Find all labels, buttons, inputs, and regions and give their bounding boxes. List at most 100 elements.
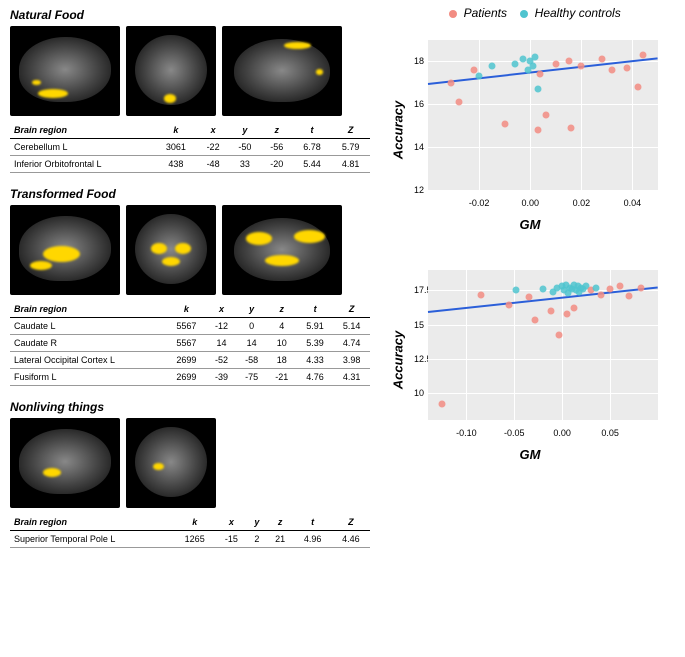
data-point — [534, 127, 541, 134]
col-header: y — [237, 301, 267, 318]
cell: 21 — [267, 531, 294, 548]
brain-slice-cor — [126, 418, 216, 508]
xtick: 0.00 — [553, 428, 571, 438]
cell: 1265 — [174, 531, 216, 548]
data-point — [592, 284, 599, 291]
data-point — [488, 62, 495, 69]
xtick: -0.02 — [469, 198, 490, 208]
results-table: Brain regionkxyztZCaudate L5567-12045.91… — [10, 301, 370, 386]
cell: 3.98 — [333, 352, 370, 369]
data-point — [578, 62, 585, 69]
cell: -50 — [229, 139, 261, 156]
col-header: t — [297, 301, 334, 318]
ytick: 10 — [414, 388, 424, 398]
cell: -56 — [261, 139, 293, 156]
activation-blob — [38, 89, 69, 98]
col-header: Brain region — [10, 514, 174, 531]
cell: 33 — [229, 156, 261, 173]
table-row: Fusiform L2699-39-75-214.764.31 — [10, 369, 370, 386]
cell: 6.78 — [293, 139, 332, 156]
data-point — [477, 291, 484, 298]
activation-blob — [151, 243, 167, 254]
col-header: x — [197, 122, 229, 139]
xtick: 0.05 — [601, 428, 619, 438]
data-point — [598, 56, 605, 63]
xtick: 0.02 — [573, 198, 591, 208]
cell: -52 — [206, 352, 236, 369]
cell: -58 — [237, 352, 267, 369]
cell: 5567 — [166, 318, 206, 335]
cell: 4.46 — [332, 531, 370, 548]
data-point — [626, 292, 633, 299]
brain-slice-axial — [222, 205, 342, 295]
col-header: Z — [333, 301, 370, 318]
x-axis-label: GM — [520, 217, 541, 232]
data-point — [624, 64, 631, 71]
cell: Caudate R — [10, 335, 166, 352]
brain-row — [10, 26, 370, 116]
cell: 4 — [267, 318, 297, 335]
xtick: -0.10 — [456, 428, 477, 438]
data-point — [556, 332, 563, 339]
data-point — [519, 56, 526, 63]
cell: 2699 — [166, 352, 206, 369]
col-header: y — [229, 122, 261, 139]
cell: 5.91 — [297, 318, 334, 335]
data-point — [501, 120, 508, 127]
cell: Caudate L — [10, 318, 166, 335]
brain-slice-sag — [10, 205, 120, 295]
xtick: 0.00 — [521, 198, 539, 208]
ytick: 12 — [414, 185, 424, 195]
section-title: Transformed Food — [10, 187, 370, 201]
col-header: z — [267, 514, 294, 531]
cell: Superior Temporal Pole L — [10, 531, 174, 548]
cell: Inferior Orbitofrontal L — [10, 156, 155, 173]
cell: 5.14 — [333, 318, 370, 335]
activation-blob — [43, 468, 61, 477]
cell: 4.96 — [294, 531, 332, 548]
data-point — [455, 99, 462, 106]
activation-blob — [43, 246, 80, 262]
data-point — [565, 58, 572, 65]
activation-blob — [316, 69, 323, 74]
cell: 4.74 — [333, 335, 370, 352]
cell: 2699 — [166, 369, 206, 386]
col-header: k — [155, 122, 197, 139]
legend-dot-controls — [520, 10, 528, 18]
table-row: Superior Temporal Pole L1265-152214.964.… — [10, 531, 370, 548]
data-point — [529, 62, 536, 69]
col-header: Z — [331, 122, 370, 139]
cell: 5.79 — [331, 139, 370, 156]
col-header: Brain region — [10, 122, 155, 139]
data-point — [439, 400, 446, 407]
ytick: 18 — [414, 56, 424, 66]
legend-dot-patients — [449, 10, 457, 18]
data-point — [547, 307, 554, 314]
cell: 18 — [267, 352, 297, 369]
col-header: Brain region — [10, 301, 166, 318]
data-point — [506, 302, 513, 309]
cell: 4.81 — [331, 156, 370, 173]
results-table: Brain regionkxyztZCerebellum L3061-22-50… — [10, 122, 370, 173]
cell: -20 — [261, 156, 293, 173]
cell: 5.44 — [293, 156, 332, 173]
data-point — [511, 60, 518, 67]
data-point — [637, 284, 644, 291]
section-title: Natural Food — [10, 8, 370, 22]
data-point — [532, 317, 539, 324]
data-point — [563, 310, 570, 317]
data-point — [568, 124, 575, 131]
activation-blob — [246, 232, 272, 245]
table-row: Caudate R55671414105.394.74 — [10, 335, 370, 352]
col-header: z — [261, 122, 293, 139]
brain-row — [10, 418, 370, 508]
legend: Patients Healthy controls — [390, 0, 680, 30]
data-point — [607, 286, 614, 293]
table-row: Inferior Orbitofrontal L438-4833-205.444… — [10, 156, 370, 173]
table-row: Cerebellum L3061-22-50-566.785.79 — [10, 139, 370, 156]
cell: Fusiform L — [10, 369, 166, 386]
cell: 5567 — [166, 335, 206, 352]
data-point — [532, 54, 539, 61]
cell: 5.39 — [297, 335, 334, 352]
cell: Lateral Occipital Cortex L — [10, 352, 166, 369]
